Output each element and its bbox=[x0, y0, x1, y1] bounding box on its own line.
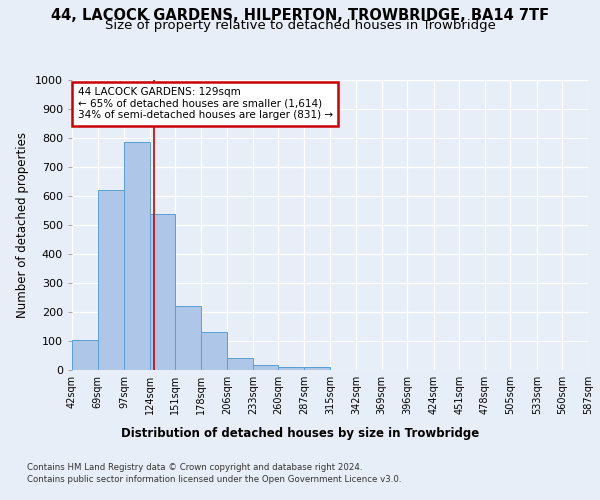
Text: Size of property relative to detached houses in Trowbridge: Size of property relative to detached ho… bbox=[104, 18, 496, 32]
Text: 44 LACOCK GARDENS: 129sqm
← 65% of detached houses are smaller (1,614)
34% of se: 44 LACOCK GARDENS: 129sqm ← 65% of detac… bbox=[77, 87, 333, 120]
Text: 44, LACOCK GARDENS, HILPERTON, TROWBRIDGE, BA14 7TF: 44, LACOCK GARDENS, HILPERTON, TROWBRIDG… bbox=[51, 8, 549, 22]
Bar bbox=[175, 306, 201, 370]
Bar bbox=[304, 366, 331, 370]
Text: Distribution of detached houses by size in Trowbridge: Distribution of detached houses by size … bbox=[121, 428, 479, 440]
Bar bbox=[124, 142, 149, 370]
Bar bbox=[98, 190, 124, 370]
Bar bbox=[72, 340, 98, 370]
Text: Contains HM Land Registry data © Crown copyright and database right 2024.: Contains HM Land Registry data © Crown c… bbox=[27, 462, 362, 471]
Bar bbox=[227, 358, 253, 370]
Bar bbox=[253, 366, 278, 370]
Y-axis label: Number of detached properties: Number of detached properties bbox=[16, 132, 29, 318]
Bar bbox=[201, 332, 227, 370]
Bar bbox=[149, 214, 175, 370]
Text: Contains public sector information licensed under the Open Government Licence v3: Contains public sector information licen… bbox=[27, 475, 401, 484]
Bar bbox=[278, 368, 304, 370]
